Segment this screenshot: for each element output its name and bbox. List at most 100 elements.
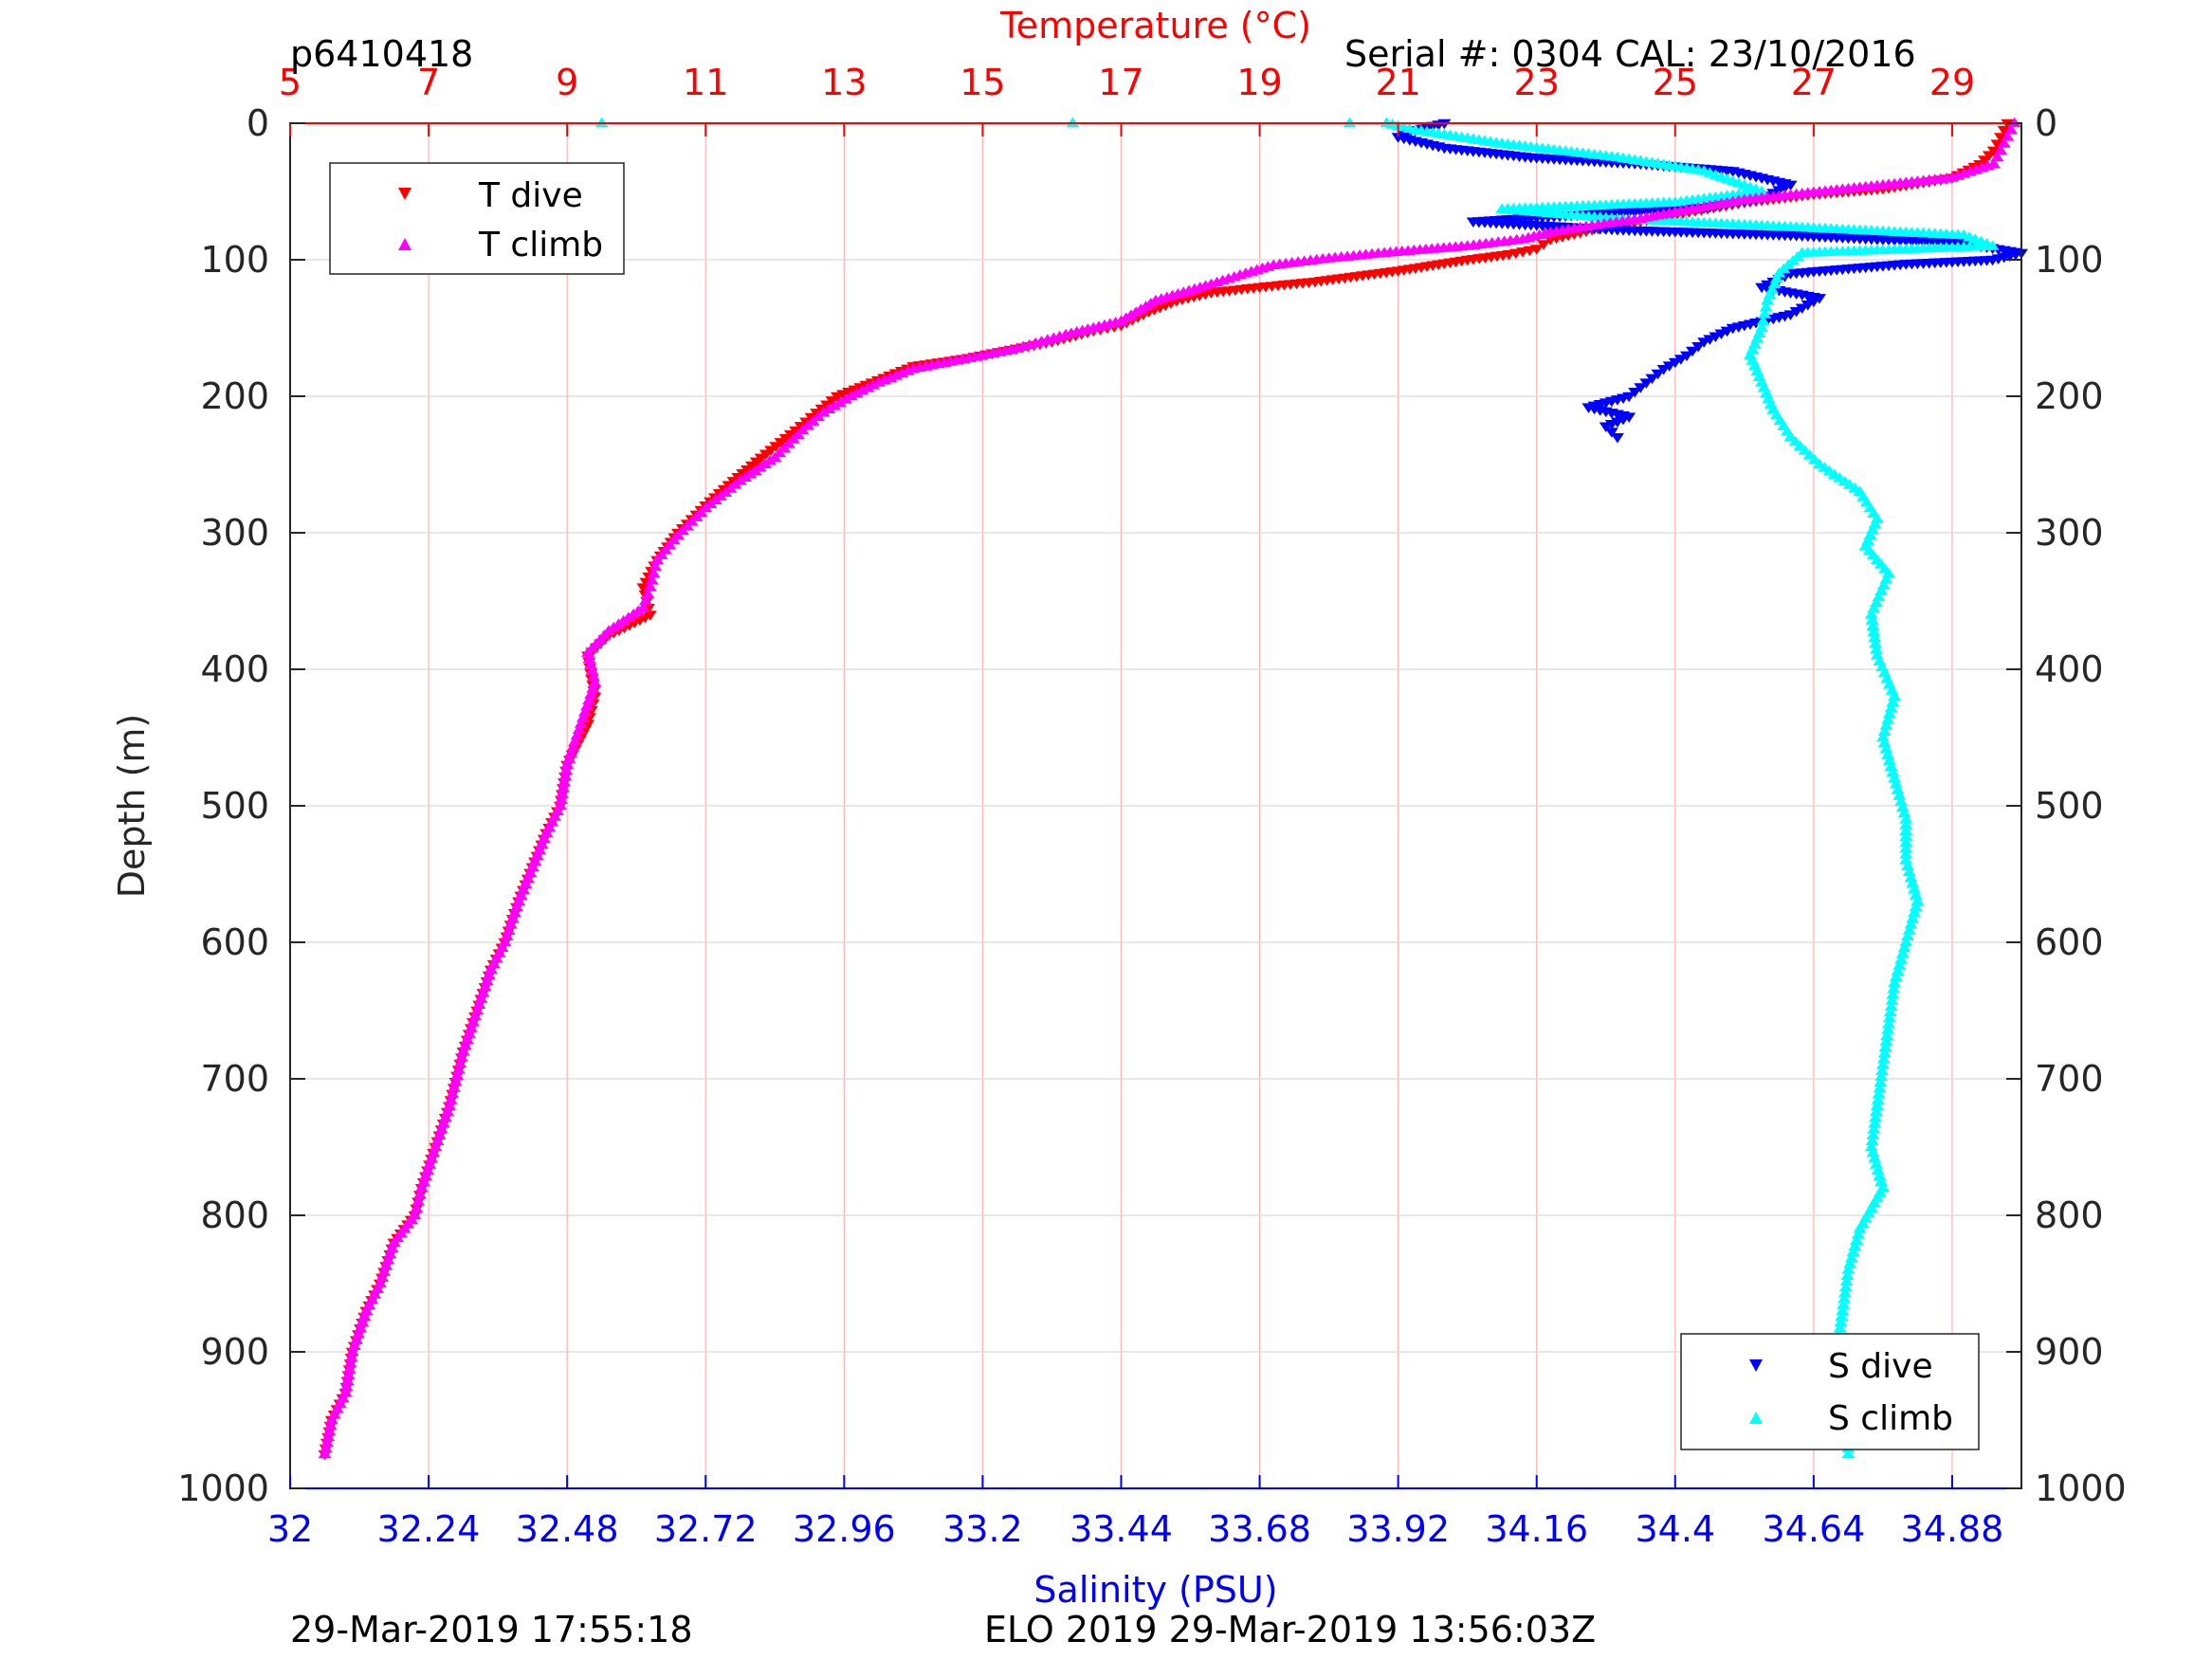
depth-tick-label-left: 0 [247, 102, 269, 144]
s-climb-marker [1886, 696, 1900, 707]
legend-temperature: T dive T climb [329, 162, 625, 275]
t-climb-marker [442, 1100, 456, 1110]
t-climb-marker [411, 1195, 426, 1206]
t-climb-marker [576, 712, 590, 722]
s-climb-marker [1879, 743, 1893, 754]
s-climb-marker [1894, 795, 1909, 807]
salinity-tick-label: 34.88 [1901, 1508, 2004, 1550]
s-climb-marker [1869, 644, 1883, 654]
salinity-tick-label: 32.96 [793, 1508, 896, 1550]
t-climb-marker [566, 740, 580, 752]
s-dive-marker [1599, 422, 1613, 432]
t-climb-marker [482, 969, 496, 980]
t-climb-marker [558, 770, 573, 781]
t-climb-marker [444, 1094, 458, 1104]
s-climb-marker [1891, 784, 1905, 794]
top-axis-marker [594, 117, 609, 128]
s-climb-marker [1887, 983, 1901, 994]
s-climb-marker [1901, 930, 1915, 941]
s-climb-marker [1875, 1065, 1890, 1075]
t-climb-marker [357, 1310, 372, 1322]
s-climb-marker [1892, 790, 1907, 800]
t-climb-marker [451, 1064, 466, 1074]
salinity-tick-label: 33.68 [1208, 1508, 1311, 1550]
temperature-tick-label: 29 [1929, 62, 1975, 103]
s-climb-marker [1895, 948, 1910, 958]
s-climb-marker [1883, 1006, 1897, 1017]
temperature-tick-label: 23 [1514, 62, 1560, 103]
s-climb-marker [1888, 976, 1902, 988]
t-climb-marker [503, 919, 518, 929]
salinity-tick-label: 33.2 [942, 1508, 1023, 1550]
s-climb-marker [1836, 1304, 1850, 1315]
t-climb-marker [430, 1135, 445, 1146]
salinity-tick-label: 32.72 [654, 1508, 758, 1550]
s-climb-marker [1866, 620, 1880, 630]
s-climb-marker [1889, 971, 1903, 982]
top-axis-marker [1343, 117, 1357, 128]
t-dive-marker [2001, 118, 2015, 130]
s-climb-marker [1879, 720, 1893, 730]
s-climb-marker [1902, 924, 1916, 935]
t-climb-marker [377, 1266, 392, 1276]
s-climb-marker [1869, 1111, 1883, 1122]
s-climb-marker [1904, 871, 1918, 883]
t-climb-marker [342, 1363, 356, 1374]
t-climb-marker [447, 1082, 461, 1092]
depth-tick-label-left: 500 [200, 785, 269, 827]
s-climb-marker [1841, 1448, 1856, 1459]
t-climb-marker [509, 901, 523, 912]
t-climb-marker [438, 1111, 452, 1122]
s-climb-marker [1874, 1070, 1889, 1082]
s-dive-marker [1709, 332, 1723, 342]
depth-tick-label-left: 900 [200, 1331, 269, 1373]
s-climb-marker [1877, 737, 1892, 748]
s-climb-marker [1877, 1047, 1892, 1058]
legend-s-dive-marker [1749, 1359, 1763, 1372]
t-climb-marker [464, 1022, 478, 1032]
t-climb-marker [562, 753, 576, 763]
s-climb-marker [1870, 1100, 1884, 1110]
top-axis-marker [1066, 117, 1080, 128]
s-climb-marker [1899, 825, 1913, 835]
t-climb-marker [387, 1236, 401, 1247]
t-climb-marker [341, 1369, 356, 1379]
t-climb-marker [339, 1380, 354, 1392]
s-climb-marker [1838, 1281, 1853, 1292]
s-climb-marker [1875, 731, 1890, 742]
t-climb-marker [570, 729, 584, 740]
s-climb-marker [1848, 1240, 1862, 1251]
t-climb-marker [568, 735, 582, 746]
t-climb-marker [418, 1170, 432, 1181]
t-climb-marker [458, 1039, 472, 1050]
salinity-tick-label: 33.44 [1069, 1508, 1173, 1550]
t-dive-marker [1537, 240, 1551, 250]
t-climb-marker [432, 1129, 447, 1139]
t-climb-marker [375, 1271, 390, 1283]
t-climb-marker [319, 1442, 333, 1453]
s-dive-marker [1662, 361, 1676, 372]
s-climb-marker [1853, 1223, 1867, 1233]
s-climb-marker [1879, 1035, 1893, 1047]
t-climb-marker [564, 747, 578, 757]
s-climb-marker [1884, 702, 1898, 713]
salinity-tick-label: 32.24 [377, 1508, 481, 1550]
t-climb-marker [412, 1189, 427, 1199]
t-climb-marker [586, 670, 600, 682]
s-climb-marker [1904, 919, 1918, 929]
s-climb-marker [1837, 1299, 1851, 1309]
t-climb-marker [582, 652, 596, 664]
temperature-tick-label: 7 [417, 62, 440, 103]
t-climb-marker [559, 764, 574, 775]
temperature-axis-label: Temperature (°C) [999, 5, 1311, 46]
t-climb-marker [340, 1375, 355, 1386]
t-climb-marker [581, 647, 595, 657]
salinity-axis-label: Salinity (PSU) [1033, 1569, 1277, 1611]
s-climb-marker [1841, 1264, 1856, 1274]
salinity-tick-label: 32 [267, 1508, 313, 1550]
t-climb-marker [344, 1351, 358, 1362]
t-climb-marker [584, 688, 598, 699]
s-climb-marker [1882, 1012, 1896, 1023]
s-climb-marker [1897, 941, 1911, 953]
legend-t-dive-marker [398, 188, 411, 200]
